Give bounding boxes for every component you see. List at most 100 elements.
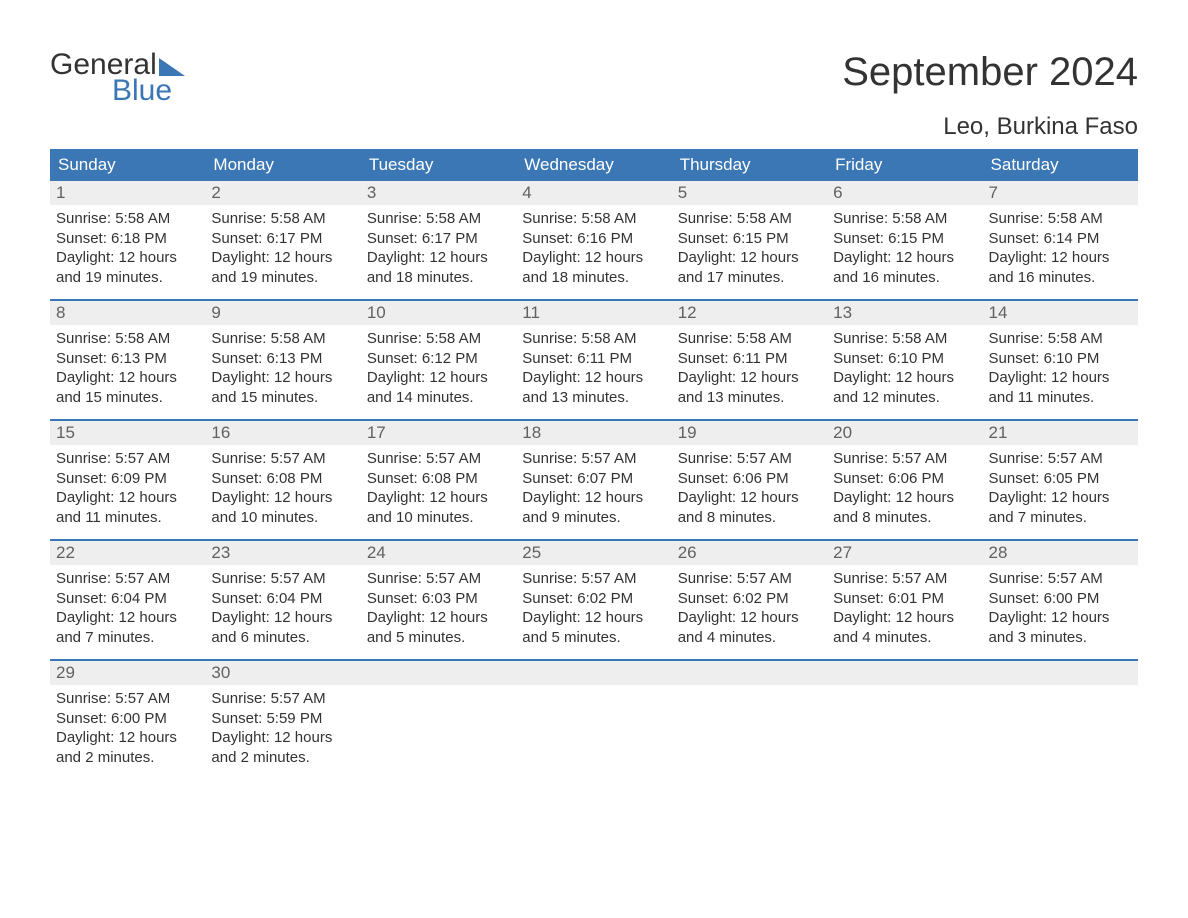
header: General Blue September 2024 Leo, Burkina… [50,50,1138,141]
d2-line: and 5 minutes. [522,628,665,648]
day-cell: 22Sunrise: 5:57 AMSunset: 6:04 PMDayligh… [50,541,205,659]
day-number [516,661,671,685]
sunset-line: Sunset: 6:04 PM [211,589,354,609]
weeks-container: 1Sunrise: 5:58 AMSunset: 6:18 PMDaylight… [50,181,1138,779]
day-number: 26 [672,541,827,565]
d1-line: Daylight: 12 hours [211,368,354,388]
dow-cell: Wednesday [516,149,671,181]
d1-line: Daylight: 12 hours [211,488,354,508]
day-body: Sunrise: 5:57 AMSunset: 6:04 PMDaylight:… [205,565,360,647]
sunset-line: Sunset: 6:17 PM [211,229,354,249]
day-number: 8 [50,301,205,325]
day-number: 25 [516,541,671,565]
day-body: Sunrise: 5:57 AMSunset: 5:59 PMDaylight:… [205,685,360,767]
day-cell: 14Sunrise: 5:58 AMSunset: 6:10 PMDayligh… [983,301,1138,419]
day-body: Sunrise: 5:57 AMSunset: 6:08 PMDaylight:… [361,445,516,527]
d2-line: and 15 minutes. [211,388,354,408]
day-cell: 7Sunrise: 5:58 AMSunset: 6:14 PMDaylight… [983,181,1138,299]
d1-line: Daylight: 12 hours [678,368,821,388]
sunrise-line: Sunrise: 5:58 AM [211,329,354,349]
sunset-line: Sunset: 6:02 PM [678,589,821,609]
day-cell: 24Sunrise: 5:57 AMSunset: 6:03 PMDayligh… [361,541,516,659]
day-number [361,661,516,685]
day-number: 28 [983,541,1138,565]
calendar: SundayMondayTuesdayWednesdayThursdayFrid… [50,149,1138,779]
day-number [983,661,1138,685]
d2-line: and 2 minutes. [211,748,354,768]
d1-line: Daylight: 12 hours [367,608,510,628]
day-cell: 8Sunrise: 5:58 AMSunset: 6:13 PMDaylight… [50,301,205,419]
title-block: September 2024 Leo, Burkina Faso [842,50,1138,141]
day-number [827,661,982,685]
d2-line: and 17 minutes. [678,268,821,288]
d1-line: Daylight: 12 hours [678,248,821,268]
day-body: Sunrise: 5:58 AMSunset: 6:11 PMDaylight:… [516,325,671,407]
d2-line: and 16 minutes. [989,268,1132,288]
d2-line: and 11 minutes. [989,388,1132,408]
d2-line: and 11 minutes. [56,508,199,528]
d2-line: and 6 minutes. [211,628,354,648]
day-body: Sunrise: 5:58 AMSunset: 6:10 PMDaylight:… [983,325,1138,407]
sunrise-line: Sunrise: 5:57 AM [211,449,354,469]
day-body: Sunrise: 5:58 AMSunset: 6:12 PMDaylight:… [361,325,516,407]
day-cell: 4Sunrise: 5:58 AMSunset: 6:16 PMDaylight… [516,181,671,299]
day-number: 10 [361,301,516,325]
sunset-line: Sunset: 6:13 PM [56,349,199,369]
empty-day-cell [827,661,982,779]
logo-text-bottom: Blue [112,76,185,106]
day-cell: 1Sunrise: 5:58 AMSunset: 6:18 PMDaylight… [50,181,205,299]
day-number: 2 [205,181,360,205]
sunrise-line: Sunrise: 5:58 AM [522,209,665,229]
sunrise-line: Sunrise: 5:57 AM [833,449,976,469]
d1-line: Daylight: 12 hours [367,248,510,268]
day-body: Sunrise: 5:57 AMSunset: 6:03 PMDaylight:… [361,565,516,647]
logo: General Blue [50,50,185,106]
sunrise-line: Sunrise: 5:57 AM [678,569,821,589]
day-number: 20 [827,421,982,445]
empty-day-cell [672,661,827,779]
sunrise-line: Sunrise: 5:58 AM [522,329,665,349]
day-body: Sunrise: 5:57 AMSunset: 6:00 PMDaylight:… [50,685,205,767]
sunrise-line: Sunrise: 5:57 AM [367,449,510,469]
sunrise-line: Sunrise: 5:57 AM [833,569,976,589]
week-row: 15Sunrise: 5:57 AMSunset: 6:09 PMDayligh… [50,419,1138,539]
dow-cell: Thursday [672,149,827,181]
sunset-line: Sunset: 6:00 PM [56,709,199,729]
day-number: 24 [361,541,516,565]
day-body: Sunrise: 5:57 AMSunset: 6:07 PMDaylight:… [516,445,671,527]
day-cell: 26 Sunrise: 5:57 AMSunset: 6:02 PMDayligh… [672,541,827,659]
d1-line: Daylight: 12 hours [678,488,821,508]
day-number [672,661,827,685]
day-cell: 17Sunrise: 5:57 AMSunset: 6:08 PMDayligh… [361,421,516,539]
sunrise-line: Sunrise: 5:57 AM [678,449,821,469]
day-number: 16 [205,421,360,445]
day-number: 11 [516,301,671,325]
day-body: Sunrise: 5:57 AMSunset: 6:06 PMDaylight:… [672,445,827,527]
d2-line: and 7 minutes. [989,508,1132,528]
empty-day-cell [983,661,1138,779]
d1-line: Daylight: 12 hours [833,488,976,508]
sunrise-line: Sunrise: 5:57 AM [522,449,665,469]
day-cell: 12Sunrise: 5:58 AMSunset: 6:11 PMDayligh… [672,301,827,419]
day-cell: 16Sunrise: 5:57 AMSunset: 6:08 PMDayligh… [205,421,360,539]
day-body: Sunrise: 5:58 AMSunset: 6:15 PMDaylight:… [827,205,982,287]
d2-line: and 14 minutes. [367,388,510,408]
day-body: Sunrise: 5:58 AMSunset: 6:13 PMDaylight:… [205,325,360,407]
d2-line: and 2 minutes. [56,748,199,768]
sunset-line: Sunset: 6:16 PM [522,229,665,249]
day-cell: 30Sunrise: 5:57 AMSunset: 5:59 PMDayligh… [205,661,360,779]
day-body: Sunrise: 5:57 AMSunset: 6:02 PMDaylight:… [516,565,671,647]
day-body: Sunrise: 5:58 AMSunset: 6:13 PMDaylight:… [50,325,205,407]
d1-line: Daylight: 12 hours [56,488,199,508]
d1-line: Daylight: 12 hours [678,608,821,628]
d2-line: and 7 minutes. [56,628,199,648]
day-cell: 25Sunrise: 5:57 AMSunset: 6:02 PMDayligh… [516,541,671,659]
sunrise-line: Sunrise: 5:57 AM [56,449,199,469]
sunset-line: Sunset: 6:15 PM [678,229,821,249]
day-cell: 9Sunrise: 5:58 AMSunset: 6:13 PMDaylight… [205,301,360,419]
sunrise-line: Sunrise: 5:58 AM [678,329,821,349]
sunset-line: Sunset: 6:08 PM [367,469,510,489]
dow-cell: Friday [827,149,982,181]
sunset-line: Sunset: 6:05 PM [989,469,1132,489]
sunrise-line: Sunrise: 5:57 AM [522,569,665,589]
